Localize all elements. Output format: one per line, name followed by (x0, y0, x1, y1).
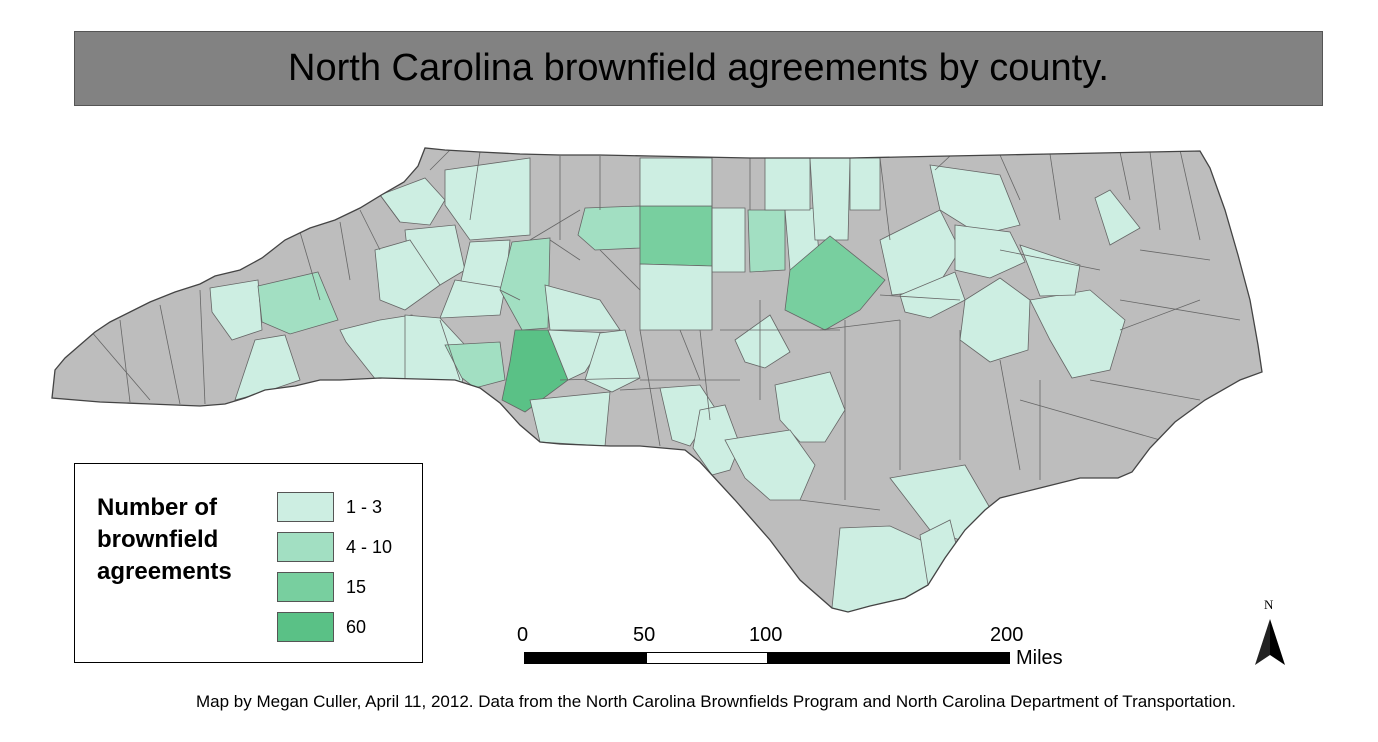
county-border (1019, 399, 1161, 441)
county-border (499, 289, 521, 301)
county-region (444, 157, 531, 241)
north-label: N (1264, 597, 1274, 612)
county-region (444, 341, 506, 389)
county-border (359, 209, 381, 251)
county-region (639, 205, 713, 267)
map-credit: Map by Megan Culler, April 11, 2012. Dat… (195, 692, 1237, 711)
county-border (1119, 299, 1241, 321)
county-region (439, 279, 506, 319)
county-region (1094, 189, 1141, 246)
map-title: North Carolina brownfield agreements by … (74, 31, 1323, 106)
county-region (809, 157, 851, 241)
legend-label: 1 - 3 (346, 496, 383, 517)
legend-item: 15 (277, 571, 366, 603)
scale-unit-label: Miles (1016, 647, 1063, 669)
county-border (339, 221, 351, 281)
scale-bar (524, 652, 1010, 664)
county-border (639, 329, 661, 447)
county-border (879, 157, 891, 241)
county-region (734, 314, 791, 369)
county-border (89, 329, 151, 401)
legend-label: 15 (346, 576, 367, 597)
county-region (639, 263, 713, 331)
county-border (299, 231, 321, 301)
county-region (547, 329, 611, 381)
county-border (619, 387, 661, 391)
county-region (1019, 244, 1081, 297)
county-border (559, 377, 641, 381)
scale-segment (767, 653, 1009, 663)
county-border (999, 249, 1101, 271)
county-border (934, 155, 951, 171)
county-border (1119, 151, 1131, 201)
county-region (899, 271, 966, 319)
legend-item: 4 - 10 (277, 531, 392, 563)
county-border (999, 359, 1021, 471)
county-border (1139, 249, 1211, 261)
county-region (879, 209, 961, 296)
county-region (209, 279, 263, 341)
county-region (784, 235, 886, 331)
county-border (699, 329, 711, 421)
county-border (879, 294, 961, 301)
county-border (529, 209, 581, 241)
county-border (119, 319, 131, 403)
county-border (1179, 149, 1201, 241)
county-region (774, 371, 846, 443)
legend-swatch (277, 612, 334, 642)
county-border (1049, 153, 1061, 221)
county-region (234, 334, 301, 401)
north-arrow-icon (1255, 619, 1285, 665)
county-border (819, 319, 901, 331)
north-arrow: N (1252, 597, 1288, 669)
county-border (379, 194, 401, 223)
legend-label: 60 (346, 616, 367, 637)
county-region (1029, 289, 1126, 379)
county-border (439, 319, 461, 381)
county-border (429, 149, 451, 171)
county-region (764, 157, 811, 211)
county-border (159, 304, 181, 405)
scale-tick-label: 100 (749, 624, 783, 646)
county-region (849, 157, 881, 211)
county-border (199, 289, 206, 405)
legend-label: 4 - 10 (346, 536, 393, 557)
county-region (954, 224, 1026, 279)
legend: Number of brownfield agreements 1 - 3 4 … (74, 463, 423, 663)
legend-item: 60 (277, 611, 366, 643)
scale-segment (525, 653, 647, 663)
county-border (999, 154, 1021, 201)
county-border (549, 239, 581, 261)
county-region (374, 239, 441, 311)
county-region (584, 329, 641, 393)
county-border (469, 151, 481, 221)
county-border (1089, 379, 1201, 401)
legend-swatch (277, 572, 334, 602)
legend-title: Number of brownfield agreements (97, 494, 232, 585)
county-border (1119, 299, 1201, 331)
scale-tick-label: 200 (990, 624, 1024, 646)
county-region (747, 209, 786, 273)
county-region (929, 164, 1021, 236)
county-border (679, 329, 701, 381)
legend-swatch (277, 492, 334, 522)
county-border (799, 499, 881, 511)
county-region (544, 284, 621, 331)
county-region (529, 391, 611, 447)
county-region (257, 271, 339, 335)
legend-item: 1 - 3 (277, 491, 382, 523)
county-region (711, 207, 746, 273)
county-region (692, 404, 741, 476)
legend-swatch (277, 532, 334, 562)
county-border (1149, 151, 1161, 231)
scale-segment (647, 653, 767, 663)
county-region (499, 237, 551, 331)
county-border (599, 249, 641, 291)
scale-tick-label: 0 (517, 624, 529, 646)
county-region (639, 157, 713, 207)
county-region (577, 205, 641, 251)
scale-tick-label: 50 (633, 624, 656, 646)
